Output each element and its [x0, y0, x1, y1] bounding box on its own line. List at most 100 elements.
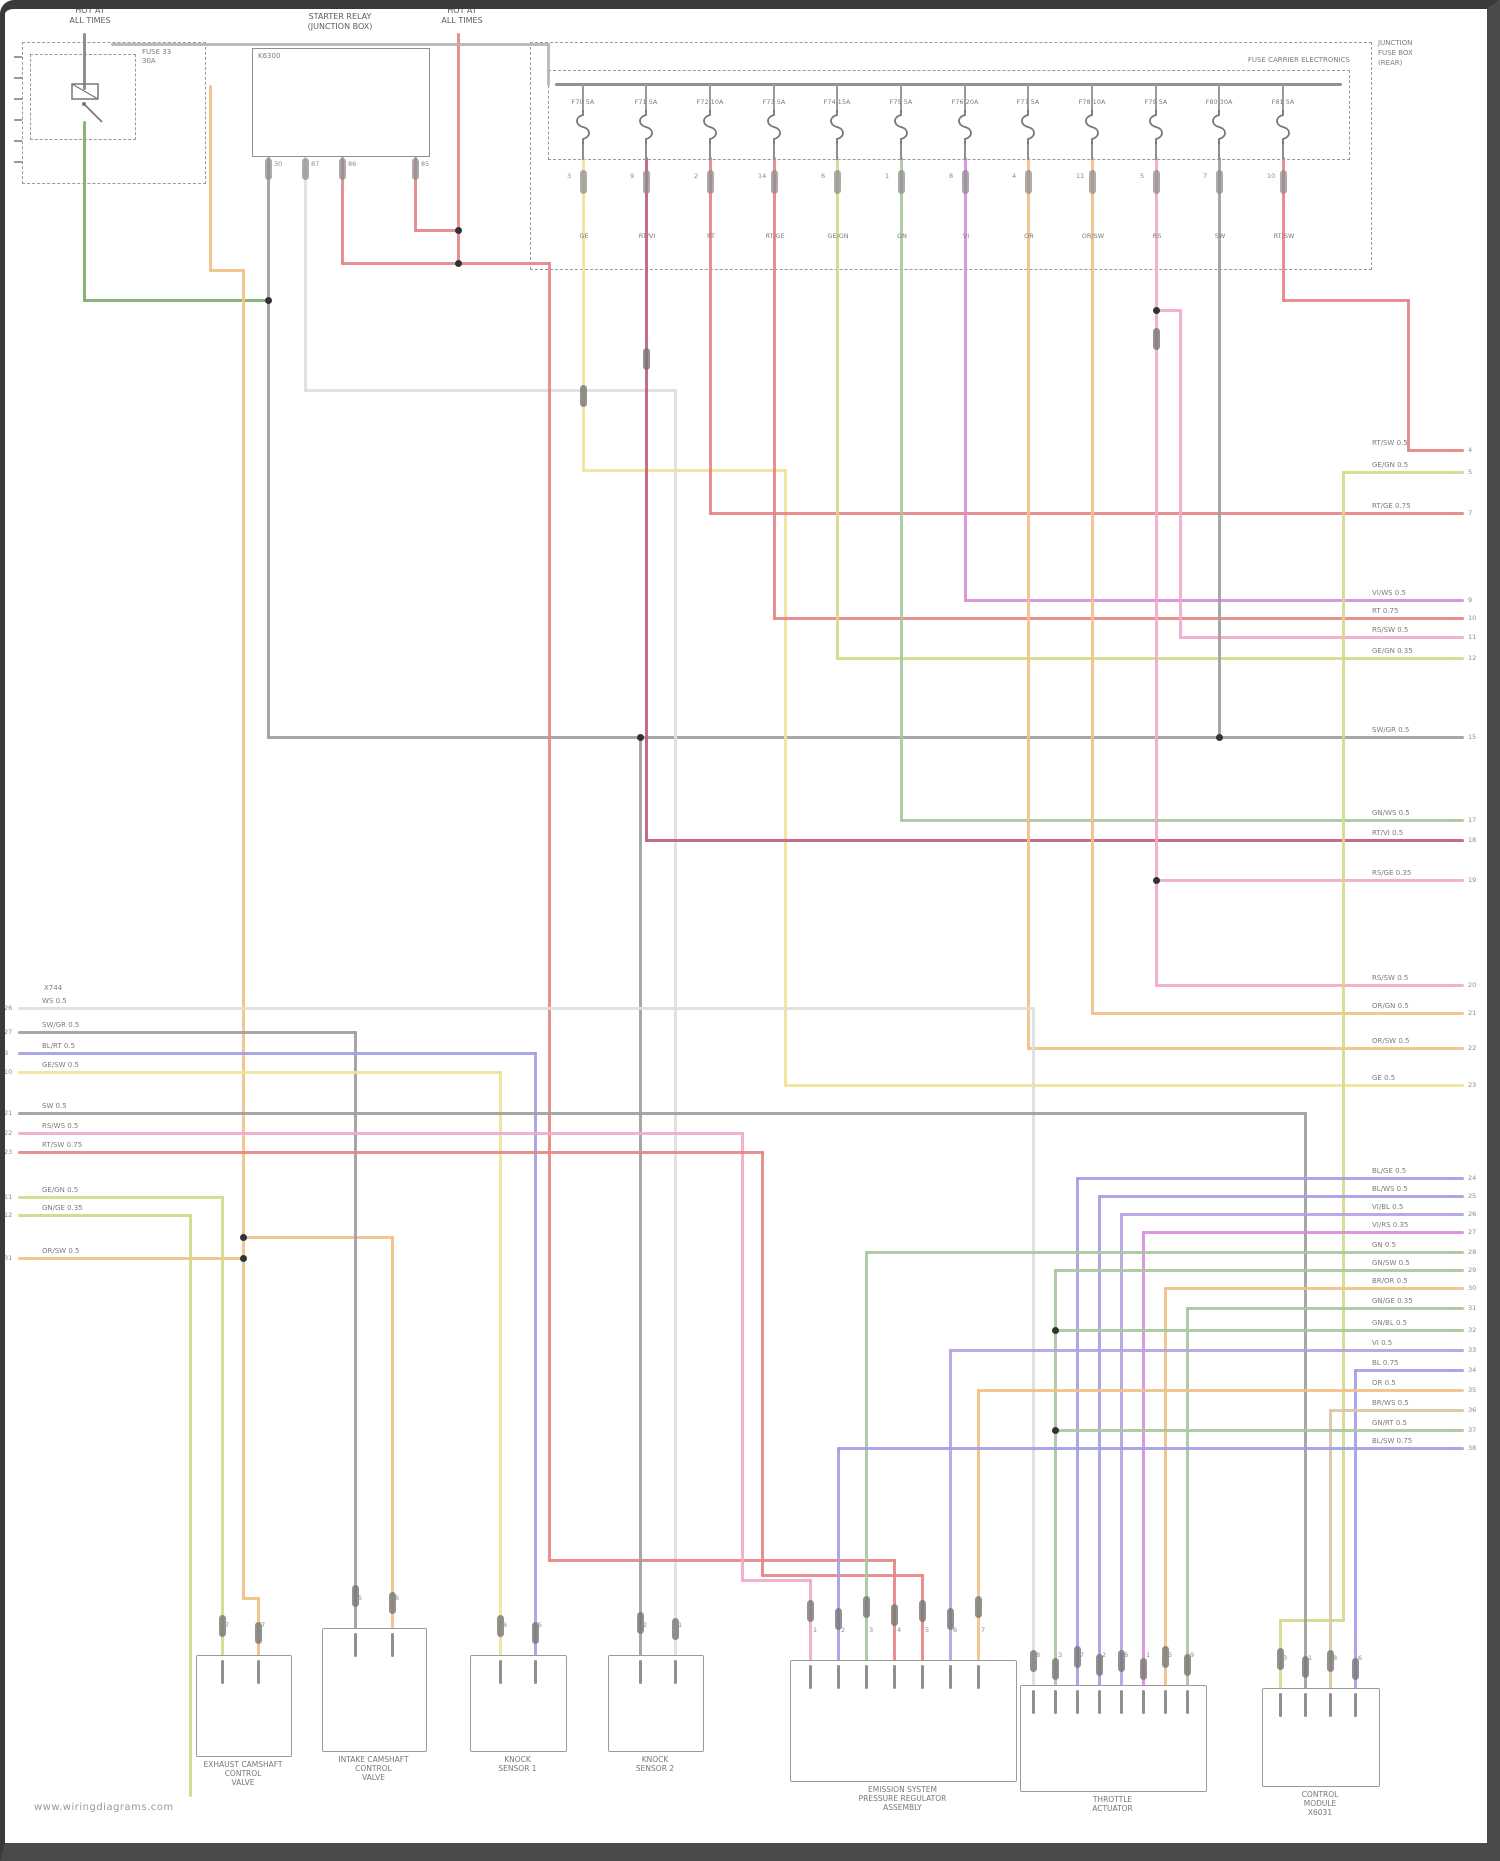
component-connector-box: [470, 1655, 567, 1752]
wire-segment: [554, 82, 1342, 86]
wire-segment: [1328, 1408, 1332, 1697]
fuse-pin-number: 3: [567, 172, 572, 180]
fuse-lead: [709, 142, 711, 160]
connector-pin-number: 7: [261, 1621, 266, 1629]
fuse-label: F76 20A: [951, 98, 979, 106]
wire-segment: [581, 468, 787, 472]
right-edge-tick: [1452, 470, 1464, 474]
wire-segment: [82, 298, 270, 302]
inline-connector-icon: [1117, 1650, 1125, 1672]
fuse-bus-tick: [1027, 84, 1029, 112]
connector-caption-line: PRESSURE REGULATOR: [858, 1794, 947, 1803]
fuse-label: F73 5A: [762, 98, 786, 106]
wire-segment: [1090, 156, 1094, 1015]
connector-pin: [1119, 1690, 1123, 1714]
wire-segment: [899, 156, 903, 822]
wire-label: RS/WS 0.5: [42, 1122, 79, 1130]
connector-pin: [1053, 1690, 1057, 1714]
fuse-pin-stub: [833, 170, 841, 194]
connector-pin: [1097, 1690, 1101, 1714]
wire-label: SW 0.5: [42, 1102, 67, 1110]
relay-pin-number: 86: [348, 160, 357, 168]
connector-pin-number: 6: [503, 1621, 508, 1629]
inline-connector-icon: [1301, 1656, 1309, 1678]
inline-connector-icon: [671, 1618, 679, 1640]
wire-segment: [808, 1578, 812, 1670]
junction-dot: [454, 226, 462, 234]
left-pin-number: 9: [4, 1049, 9, 1057]
wire-segment: [948, 1348, 952, 1670]
fuse-wire-code: VI: [962, 232, 970, 240]
connector-pin-number: 2: [643, 1621, 648, 1629]
wire-segment: [220, 1195, 224, 1664]
fuse-pin-number: 8: [949, 172, 954, 180]
right-edge-tick: [1452, 1368, 1464, 1372]
fuse-label: F79 5A: [1144, 98, 1168, 106]
fuse-pin-number: 1: [885, 172, 890, 180]
component-connector-box: [1262, 1688, 1380, 1787]
wire-segment: [1154, 983, 1454, 987]
fuse-bus-tick: [582, 84, 584, 112]
connector-pin: [948, 1665, 952, 1689]
component-connector-box: [322, 1628, 427, 1752]
wire-segment: [353, 1030, 357, 1637]
junction-dot: [1051, 1426, 1059, 1434]
connector-caption-line: KNOCK: [504, 1755, 531, 1764]
fuse-label: F71 5A: [634, 98, 658, 106]
wire-segment: [1281, 298, 1410, 302]
connector-caption: EXHAUST CAMSHAFT CONTROL VALVE: [204, 1760, 283, 1787]
junction-dot: [1152, 306, 1160, 314]
right-pin-number: 18: [1468, 836, 1477, 844]
fuse-pin-number: 5: [1140, 172, 1145, 180]
connector-pin: [390, 1633, 394, 1657]
connector-pin-number: 6: [1124, 1651, 1129, 1659]
inline-connector-icon: [531, 1622, 539, 1644]
fuse-label: F80 30A: [1205, 98, 1233, 106]
connector-pin-number: 3: [869, 1626, 874, 1634]
wire-segment: [1026, 1046, 1454, 1050]
connector-pin-number: 1: [1308, 1654, 1313, 1662]
component-connector-box: [790, 1660, 1017, 1782]
wire-segment: [1303, 1111, 1307, 1697]
wire-segment: [36, 1195, 224, 1199]
connector-caption-line: SENSOR 2: [635, 1764, 675, 1773]
connector-pin-number: 9: [1190, 1651, 1195, 1659]
right-edge-tick: [1452, 1046, 1464, 1050]
wire-label: BL/WS 0.5: [1372, 1185, 1408, 1193]
fuse-pin-stub: [770, 170, 778, 194]
left-edge-tick: [18, 1256, 38, 1260]
wire-segment: [772, 156, 776, 620]
wire-segment: [835, 156, 839, 660]
left-pin-number: 31: [4, 1254, 13, 1262]
fuse-wire-code: RT/SW: [1273, 232, 1295, 240]
connector-pin: [673, 1660, 677, 1684]
connector-caption-line: EXHAUST CAMSHAFT: [203, 1760, 283, 1769]
wire-label: GN/GE 0.35: [1372, 1297, 1413, 1305]
starter-relay-box: [252, 48, 430, 157]
wire-segment: [546, 42, 550, 86]
wire-segment: [456, 261, 551, 265]
right-pin-number: 27: [1468, 1228, 1477, 1236]
connector-pin-number: 8: [1036, 1651, 1041, 1659]
fuse-bus-tick: [964, 84, 966, 112]
fuse-pin-stub: [579, 170, 587, 194]
inline-connector-icon: [1161, 1646, 1169, 1668]
fuse-lead: [836, 142, 838, 160]
connector-pin-number: 2: [841, 1626, 846, 1634]
wire-segment: [36, 1150, 764, 1154]
fuse-label: F70 5A: [571, 98, 595, 106]
wire-segment: [303, 388, 677, 392]
connector-pin: [1185, 1690, 1189, 1714]
left-pin-number: 22: [4, 1129, 13, 1137]
right-pin-number: 38: [1468, 1444, 1477, 1452]
wire-label: GN/GE 0.35: [42, 1204, 83, 1212]
component-connector-box: [196, 1655, 292, 1757]
fuse-icon: [703, 110, 717, 144]
connector-caption: THROTTLE ACTUATOR: [1092, 1795, 1133, 1813]
connector-pin-number: 7: [1080, 1651, 1085, 1659]
fuse-label: F81 5A: [1271, 98, 1295, 106]
connector-caption-line: THROTTLE: [1092, 1795, 1133, 1804]
wire-segment: [36, 1070, 502, 1074]
fuse-lead: [964, 142, 966, 160]
wire-segment: [36, 1111, 1307, 1115]
